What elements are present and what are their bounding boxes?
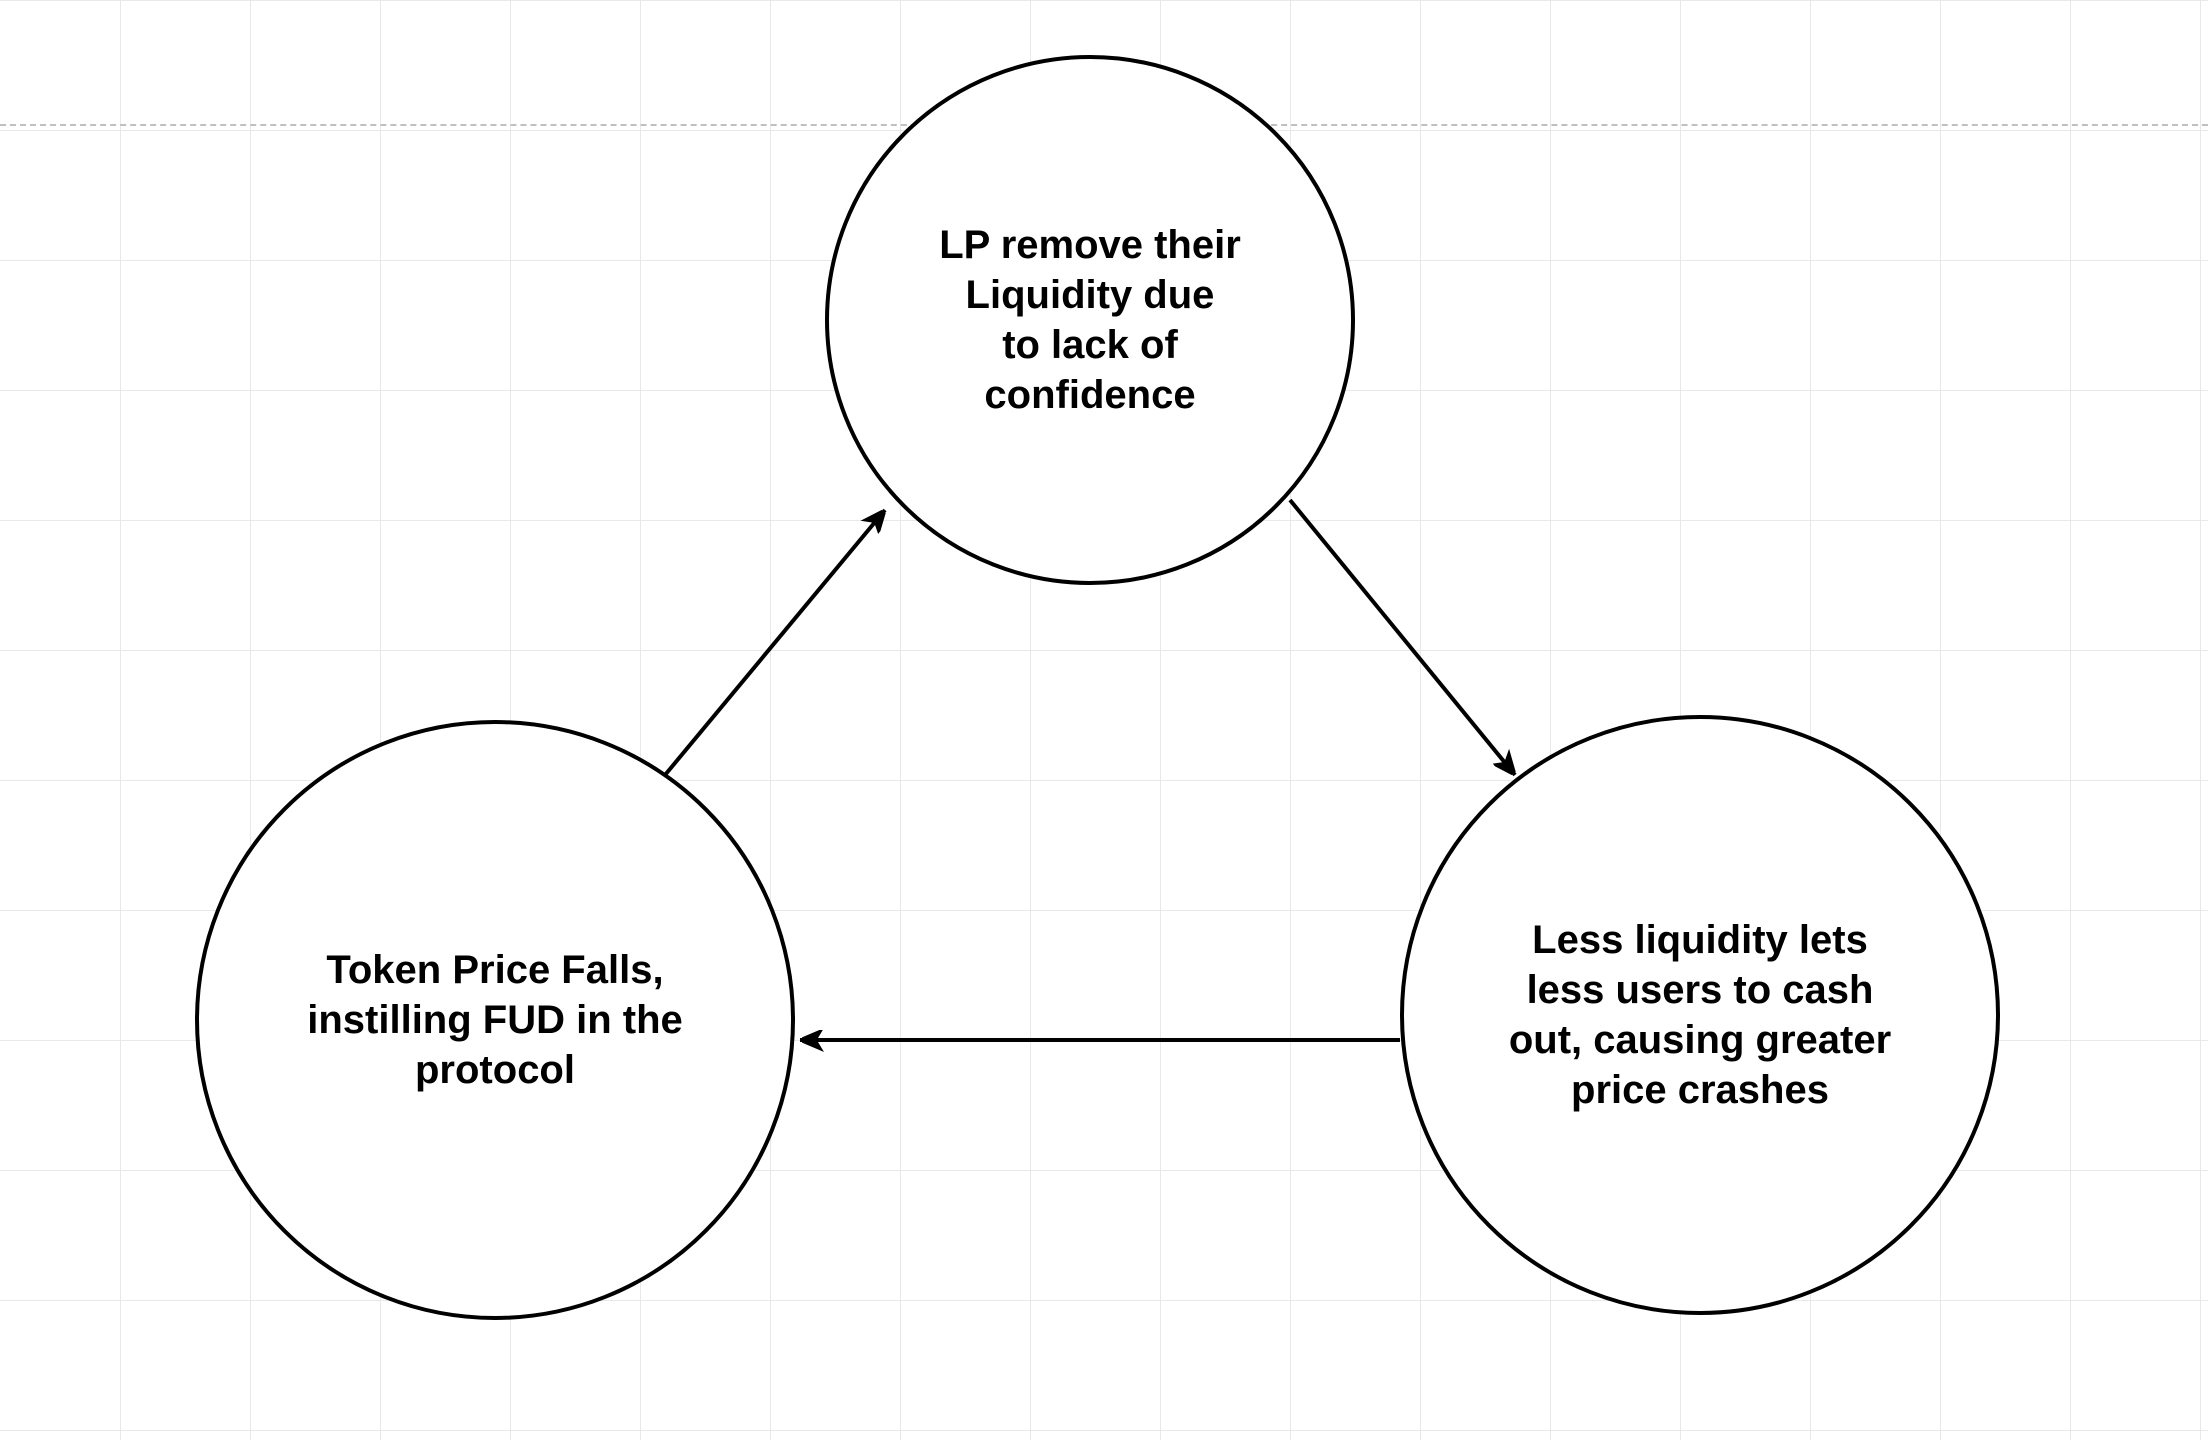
node-top: LP remove their Liquidity due to lack of… — [825, 55, 1355, 585]
node-left-label: Token Price Falls, instilling FUD in the… — [277, 915, 713, 1125]
node-left: Token Price Falls, instilling FUD in the… — [195, 720, 795, 1320]
node-right-label: Less liquidity lets less users to cash o… — [1479, 885, 1921, 1145]
node-top-label: LP remove their Liquidity due to lack of… — [909, 190, 1271, 450]
node-right: Less liquidity lets less users to cash o… — [1400, 715, 2000, 1315]
